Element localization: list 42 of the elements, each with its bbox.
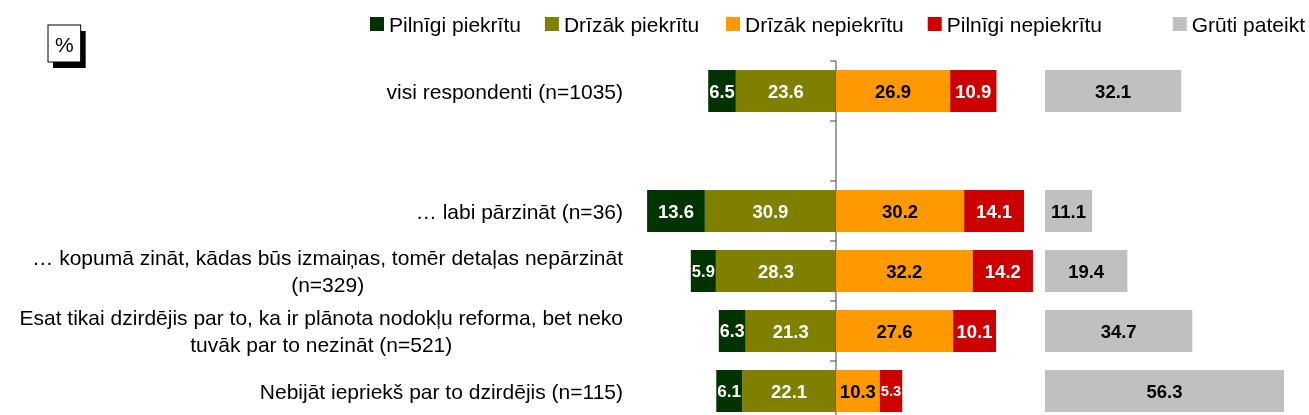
data-label: 5.9 [691,261,715,281]
data-label: 27.6 [876,320,913,342]
data-label: 14.2 [984,260,1021,282]
data-label: 30.2 [882,200,919,222]
data-label: 5.3 [880,383,902,399]
data-label: 14.1 [976,200,1013,222]
y-tick-label: Nebijāt iepriekš par to dzirdējis (n=115) [259,379,624,403]
data-label: 21.3 [772,320,809,342]
data-label: 22.1 [771,380,808,402]
data-label: 32.2 [886,260,923,282]
data-label: 6.3 [719,321,745,341]
data-label: 11.1 [1051,200,1087,222]
legend-label: Pilnīgi piekrītu [389,12,521,36]
data-label: 26.9 [875,80,912,102]
bar [1045,370,1284,412]
data-label: 56.3 [1146,380,1183,402]
data-label: 6.1 [717,381,742,401]
data-label: 28.3 [757,260,794,282]
data-label: 30.9 [752,200,789,222]
data-label: 13.6 [657,200,694,222]
bar [1045,70,1182,112]
bar [972,250,1033,292]
bar [964,190,1025,232]
data-label: 19.4 [1068,260,1105,282]
y-tick-label: … labi pārzināt (n=36) [415,199,624,223]
data-label: 6.5 [709,80,735,102]
text: % [54,32,74,55]
legend-label: Grūti pateikt [1191,12,1306,36]
bar [1045,310,1193,352]
y-tick-label: Esat tikai dzirdējis par to, ka ir plānota nodokļu reforma, bet neko tuvāk par to nezināt (n=521) [19,306,623,356]
data-label: 10.3 [839,380,876,402]
bar [1045,250,1128,292]
legend-label: Drīzāk piekrītu [563,12,700,36]
data-label: 32.1 [1095,80,1132,102]
legend-label: Drīzāk nepiekrītu [745,12,904,36]
data-label: 23.6 [767,80,804,102]
data-label: 34.7 [1100,320,1137,342]
y-tick-label: visi respondenti (n=1035) [386,79,624,103]
y-tick-label: … kopumā zināt, kādas būs izmaiņas, tomēr detaļas nepārzināt (n=329) [32,246,624,296]
data-label: 10.1 [956,320,993,342]
legend-label: Pilnīgi nepiekrītu [946,12,1102,36]
data-label: 10.9 [955,80,992,102]
